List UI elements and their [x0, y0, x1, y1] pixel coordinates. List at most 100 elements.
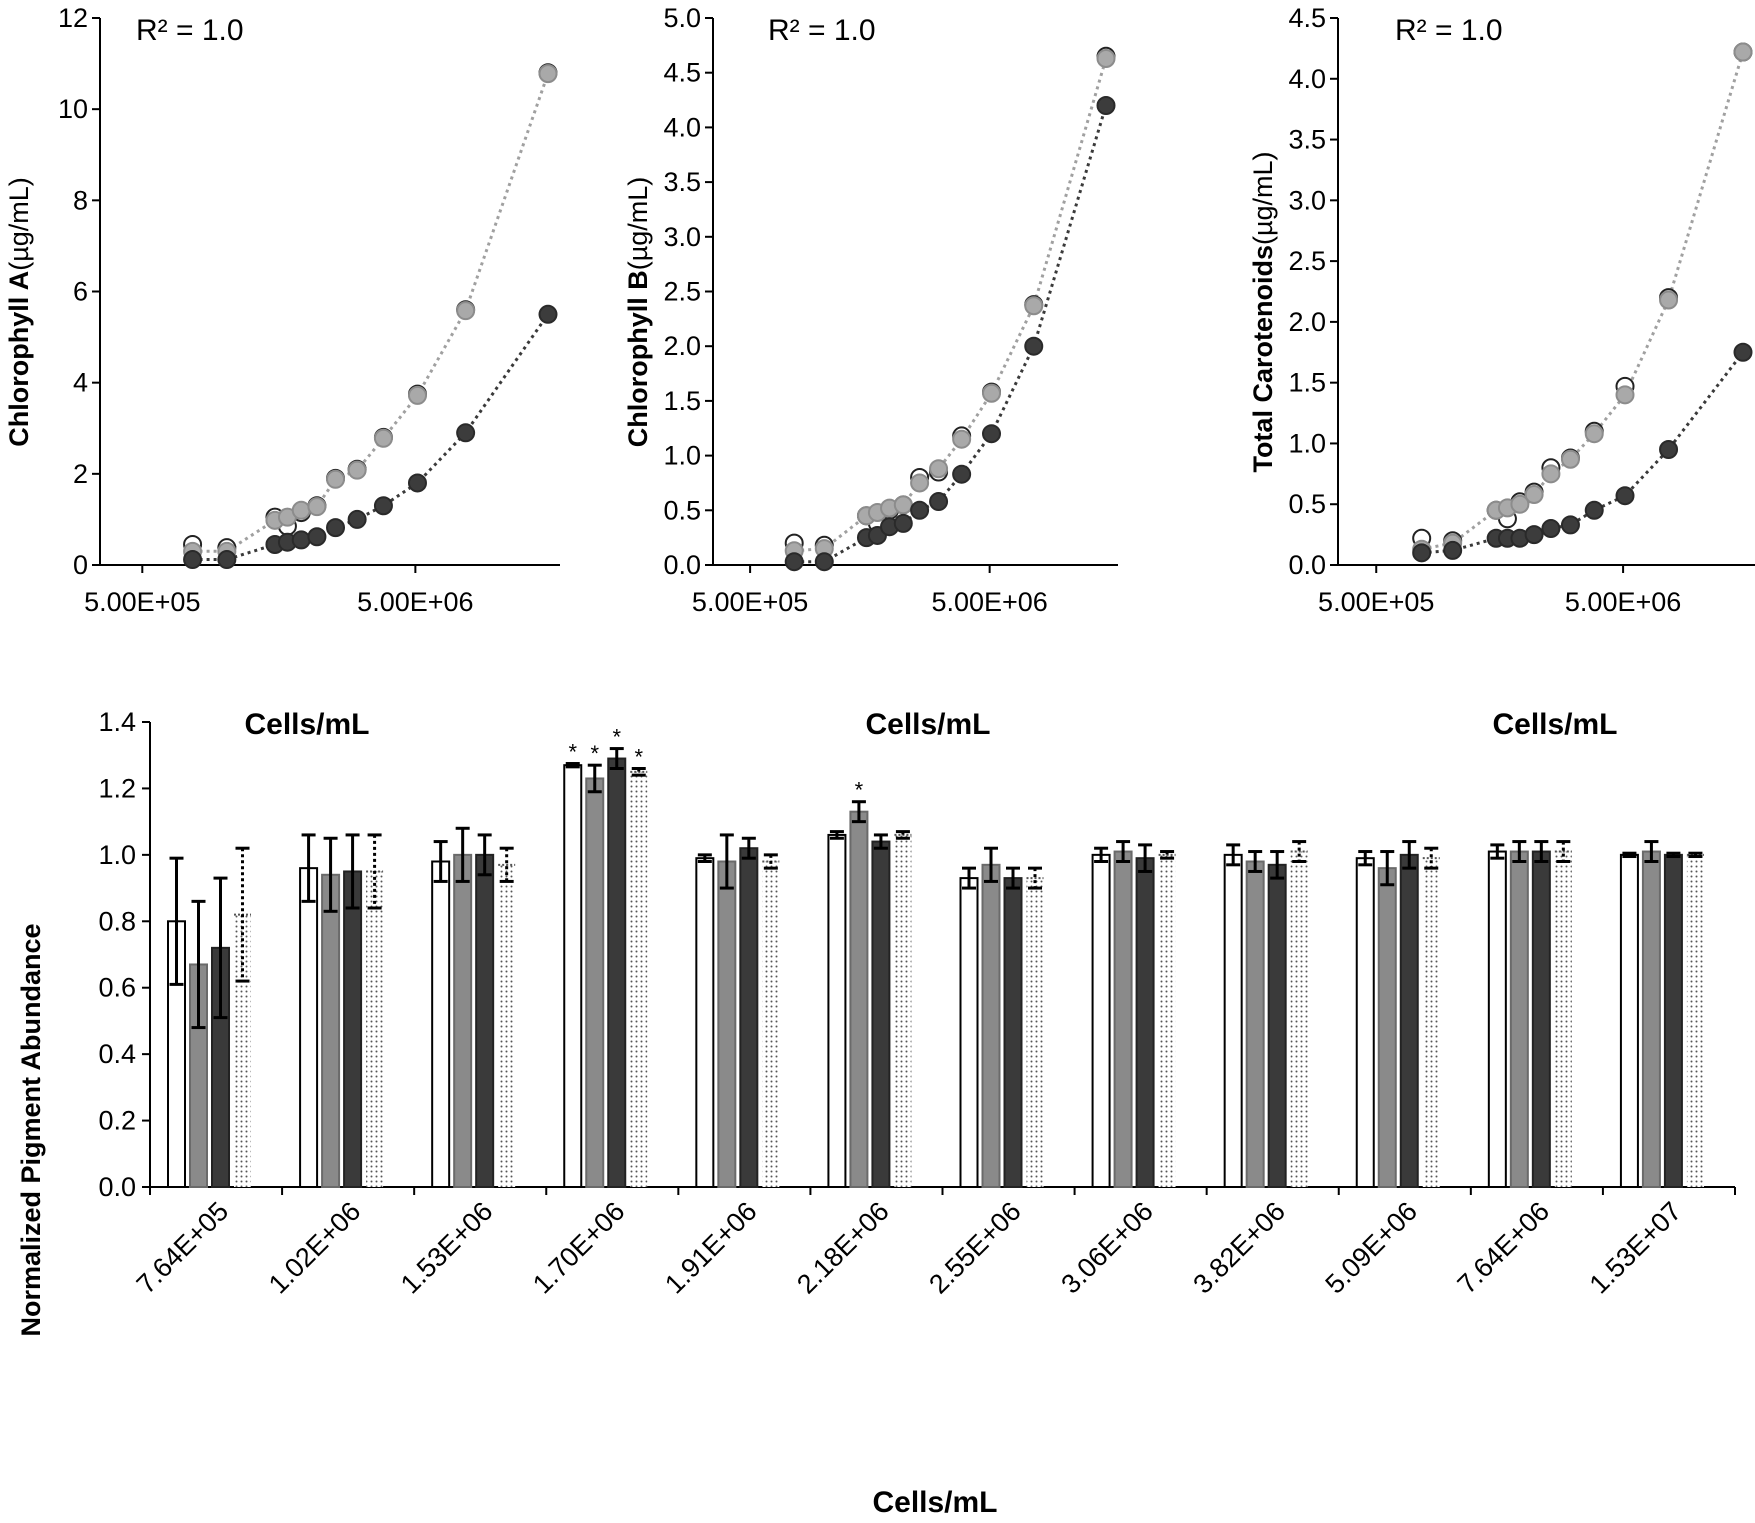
- y-axis-label-name: Chlorophyll B: [623, 270, 653, 447]
- significance-marker: *: [590, 741, 599, 766]
- y-tick-label: 1.4: [98, 707, 136, 737]
- x-tick-label: 7.64E+05: [131, 1196, 234, 1299]
- bar: [762, 861, 780, 1187]
- x-axis-label: Cells/mL: [865, 708, 990, 741]
- x-tick-label: 1.02E+06: [263, 1196, 366, 1299]
- y-tick-label: 0.0: [663, 550, 701, 580]
- data-point: [893, 513, 913, 533]
- bar: [1290, 851, 1308, 1187]
- y-axis-label: Chlorophyll A(µg/mL): [4, 177, 34, 447]
- data-point: [456, 301, 476, 321]
- bar: [1355, 857, 1375, 1189]
- data-point: [1096, 48, 1116, 68]
- y-tick-label: 12: [58, 3, 88, 33]
- y-tick-label: 0.0: [1288, 550, 1326, 580]
- bar: [695, 857, 715, 1189]
- y-tick-label: 1.5: [1288, 368, 1326, 398]
- bar: [475, 853, 495, 1188]
- y-tick-label: 3.5: [663, 167, 701, 197]
- bar: [1509, 850, 1529, 1188]
- x-tick-label: 1.91E+06: [659, 1196, 762, 1299]
- x-tick-label: 2.18E+06: [791, 1196, 894, 1299]
- data-point: [814, 552, 834, 572]
- y-tick-label: 5.0: [663, 3, 701, 33]
- data-point: [952, 429, 972, 449]
- data-point: [1584, 500, 1604, 520]
- data-point: [373, 428, 393, 448]
- y-tick-label: 6: [73, 277, 88, 307]
- data-point: [183, 550, 203, 570]
- y-tick-label: 0.6: [98, 973, 136, 1003]
- y-axis-label: Normalized Pigment Abundance: [16, 923, 46, 1336]
- x-tick-label: 3.06E+06: [1055, 1196, 1158, 1299]
- x-tick-label: 1.70E+06: [527, 1196, 630, 1299]
- significance-marker: *: [855, 778, 864, 803]
- data-point: [982, 424, 1002, 444]
- y-tick-label: 10: [58, 94, 88, 124]
- data-point: [1443, 540, 1463, 560]
- trend-line: [1421, 351, 1745, 555]
- bar: [1267, 863, 1287, 1188]
- bar: [431, 860, 451, 1188]
- bar: [1531, 850, 1551, 1188]
- data-point: [1541, 464, 1561, 484]
- bar: [1554, 851, 1572, 1187]
- data-point: [1541, 519, 1561, 539]
- data-point: [456, 423, 476, 443]
- data-point: [1615, 385, 1635, 405]
- x-axis-label: Cells/mL: [872, 1486, 997, 1519]
- bar: [871, 840, 891, 1188]
- bar: [959, 877, 979, 1188]
- data-point: [1096, 96, 1116, 116]
- y-tick-label: 2: [73, 459, 88, 489]
- y-tick-label: 1.0: [663, 441, 701, 471]
- trend-line: [1421, 51, 1745, 551]
- y-tick-label: 3.5: [1288, 125, 1326, 155]
- bar: [1399, 853, 1419, 1188]
- y-axis-label-unit: (µg/mL): [4, 177, 34, 271]
- y-tick-label: 2.5: [1288, 246, 1326, 276]
- y-tick-label: 8: [73, 185, 88, 215]
- data-point: [1615, 486, 1635, 506]
- y-tick-label: 1.5: [663, 386, 701, 416]
- bar: [1686, 854, 1704, 1187]
- data-point: [1024, 336, 1044, 356]
- data-point: [291, 500, 311, 520]
- data-point: [538, 64, 558, 84]
- data-point: [952, 464, 972, 484]
- bar: [1641, 850, 1661, 1188]
- r-squared-label: R² = 1.0: [136, 14, 244, 47]
- data-point: [407, 385, 427, 405]
- r-squared-label: R² = 1.0: [768, 14, 876, 47]
- trend-line: [794, 105, 1108, 564]
- data-point: [893, 495, 913, 515]
- bar: [1223, 853, 1243, 1188]
- data-point: [1510, 494, 1530, 514]
- y-tick-label: 1.0: [1288, 428, 1326, 458]
- x-tick-label: 2.55E+06: [923, 1196, 1026, 1299]
- trend-line: [192, 73, 550, 553]
- significance-marker: *: [634, 745, 643, 770]
- bar: [1158, 854, 1176, 1187]
- bar: [498, 864, 516, 1187]
- y-axis-label: Chlorophyll B(µg/mL): [623, 177, 653, 448]
- data-point: [1584, 424, 1604, 444]
- x-axis-label: Cells/mL: [244, 708, 369, 741]
- data-point: [1733, 342, 1753, 362]
- bar: [1422, 858, 1440, 1187]
- bar: [453, 853, 473, 1188]
- data-point: [982, 383, 1002, 403]
- y-tick-label: 0.0: [98, 1172, 136, 1202]
- data-point: [1024, 296, 1044, 316]
- x-tick-label: 1.53E+06: [395, 1196, 498, 1299]
- significance-marker: *: [612, 725, 621, 750]
- y-tick-label: 2.0: [663, 331, 701, 361]
- trend-line: [794, 58, 1108, 553]
- trend-line: [192, 313, 550, 561]
- y-tick-label: 0.2: [98, 1106, 136, 1136]
- y-tick-label: 1.2: [98, 773, 136, 803]
- data-point: [347, 460, 367, 480]
- x-tick-label: 5.00E+05: [84, 587, 200, 617]
- chlorophyll-b-chart: R² = 1.0 Chlorophyll B(µg/mL) Cells/mL 0…: [623, 3, 1118, 741]
